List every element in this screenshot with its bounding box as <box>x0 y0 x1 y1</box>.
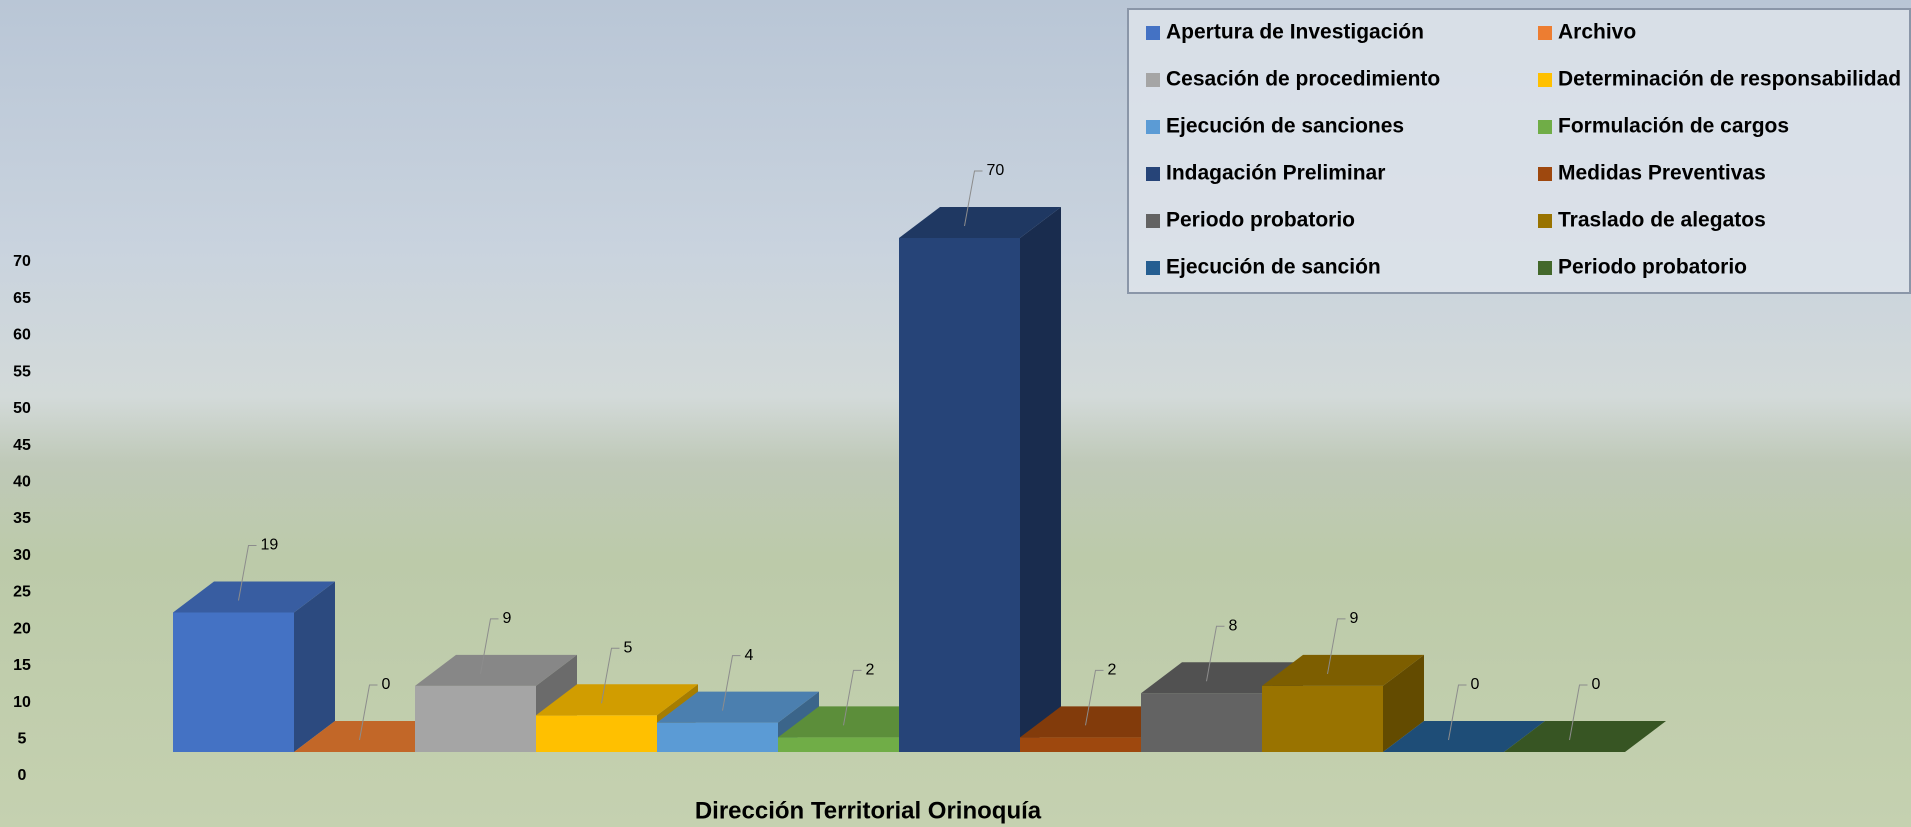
data-label: 0 <box>382 676 391 693</box>
bar <box>1262 685 1383 752</box>
bar-top <box>1383 721 1545 752</box>
legend-swatch <box>1538 73 1552 87</box>
bar-top <box>173 581 335 613</box>
data-label: 9 <box>1350 610 1359 627</box>
data-label: 5 <box>624 640 633 657</box>
data-label: 4 <box>745 647 754 664</box>
y-tick-label: 35 <box>13 510 31 527</box>
bar-side <box>294 581 335 752</box>
leader-line <box>359 684 378 741</box>
bar-top <box>657 691 819 723</box>
category-label: Dirección Territorial Orinoquía <box>695 797 1042 824</box>
legend-label: Ejecución de sanciones <box>1166 115 1404 138</box>
y-tick-label: 60 <box>13 327 31 344</box>
leader-line <box>1569 684 1588 741</box>
legend-label: Traslado de alegatos <box>1558 209 1766 232</box>
data-label: 9 <box>503 610 512 627</box>
legend-label: Cesación de procedimiento <box>1166 68 1440 91</box>
leader-line <box>1206 625 1225 682</box>
y-tick-label: 20 <box>13 620 31 637</box>
legend-swatch <box>1146 73 1160 87</box>
data-label: 2 <box>1108 662 1117 679</box>
y-tick-label: 45 <box>13 437 31 454</box>
y-tick-label: 25 <box>13 584 31 601</box>
legend-swatch <box>1146 120 1160 134</box>
leader-line <box>1448 684 1467 741</box>
legend-swatch <box>1538 261 1552 275</box>
y-tick-label: 65 <box>13 290 31 307</box>
bar <box>173 612 294 752</box>
data-label: 0 <box>1592 676 1601 693</box>
leader-line <box>1085 669 1104 726</box>
legend-swatch <box>1146 167 1160 181</box>
data-label: 19 <box>261 537 279 554</box>
bar <box>778 737 899 752</box>
bar-top <box>1504 721 1666 752</box>
data-label: 0 <box>1471 676 1480 693</box>
leader-line <box>964 170 983 227</box>
bar <box>1141 693 1262 752</box>
y-tick-label: 40 <box>13 474 31 491</box>
y-tick-label: 55 <box>13 363 31 380</box>
leader-line <box>601 647 620 704</box>
y-tick-label: 5 <box>18 731 27 748</box>
bar-top <box>1262 654 1424 686</box>
legend-box <box>1127 8 1911 294</box>
leader-line <box>722 655 741 711</box>
legend-label: Determinación de responsabilidad <box>1558 68 1901 91</box>
legend-label: Periodo probatorio <box>1166 209 1355 232</box>
bar <box>899 238 1020 752</box>
legend-swatch <box>1146 214 1160 228</box>
data-label: 70 <box>987 162 1005 179</box>
leader-line <box>480 618 499 675</box>
legend-label: Indagación Preliminar <box>1166 162 1385 185</box>
bar <box>657 722 778 752</box>
legend-label: Formulación de cargos <box>1558 115 1789 138</box>
legend-label: Medidas Preventivas <box>1558 162 1766 185</box>
legend-swatch <box>1538 167 1552 181</box>
legend-swatch <box>1538 214 1552 228</box>
bar <box>415 685 536 752</box>
leader-line <box>238 544 257 601</box>
bar <box>536 715 657 752</box>
bar-top <box>536 684 698 716</box>
data-label: 8 <box>1229 617 1238 634</box>
bar-top <box>899 207 1061 238</box>
y-tick-label: 0 <box>18 767 27 784</box>
bar-top <box>1141 662 1303 694</box>
legend-swatch <box>1146 261 1160 275</box>
y-tick-label: 15 <box>13 657 31 674</box>
y-tick-label: 50 <box>13 400 31 417</box>
legend-swatch <box>1538 26 1552 40</box>
legend-swatch <box>1538 120 1552 134</box>
bar-side <box>1020 207 1061 752</box>
legend-label: Archivo <box>1558 21 1636 44</box>
leader-line <box>1327 618 1346 675</box>
y-tick-label: 10 <box>13 694 31 711</box>
legend-label: Ejecución de sanción <box>1166 256 1381 279</box>
bar-top <box>415 654 577 686</box>
y-tick-label: 30 <box>13 547 31 564</box>
bar <box>1020 737 1141 752</box>
legend-label: Apertura de Investigación <box>1166 21 1424 44</box>
leader-line <box>843 669 862 726</box>
data-label: 2 <box>866 662 875 679</box>
legend-label: Periodo probatorio <box>1558 256 1747 279</box>
legend-swatch <box>1146 26 1160 40</box>
bar-side <box>1383 654 1424 752</box>
y-tick-label: 70 <box>13 253 31 270</box>
